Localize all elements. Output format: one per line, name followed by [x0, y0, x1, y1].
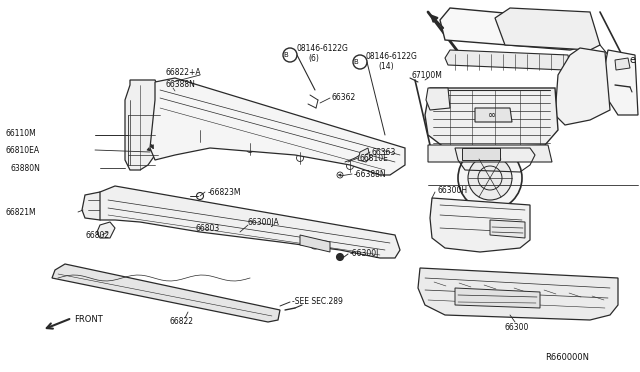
- Polygon shape: [445, 50, 570, 70]
- Text: 66821M: 66821M: [5, 208, 36, 217]
- Polygon shape: [490, 220, 525, 238]
- Polygon shape: [82, 192, 105, 220]
- Text: B: B: [284, 52, 289, 58]
- Text: 66802: 66802: [85, 231, 109, 240]
- Text: 66300: 66300: [505, 324, 529, 333]
- Polygon shape: [300, 235, 330, 252]
- Text: (14): (14): [378, 61, 394, 71]
- Text: 63880N: 63880N: [10, 164, 40, 173]
- Polygon shape: [475, 108, 512, 122]
- Polygon shape: [52, 264, 280, 322]
- Text: B: B: [354, 59, 358, 65]
- Circle shape: [468, 156, 512, 200]
- Polygon shape: [428, 145, 552, 162]
- Circle shape: [337, 253, 344, 260]
- Text: FRONT: FRONT: [74, 315, 103, 324]
- Circle shape: [458, 146, 522, 210]
- Text: (6): (6): [308, 54, 319, 62]
- Polygon shape: [425, 88, 558, 148]
- Polygon shape: [125, 80, 160, 170]
- Text: 66803: 66803: [195, 224, 220, 232]
- Polygon shape: [426, 88, 450, 110]
- Polygon shape: [555, 48, 610, 125]
- Text: 08146-6122G: 08146-6122G: [366, 51, 418, 61]
- Text: 66363: 66363: [372, 148, 396, 157]
- Polygon shape: [100, 186, 400, 258]
- Text: 66388N: 66388N: [165, 80, 195, 89]
- Text: 66822+A: 66822+A: [165, 67, 200, 77]
- Text: R660000N: R660000N: [545, 353, 589, 362]
- Polygon shape: [358, 148, 370, 162]
- Polygon shape: [150, 78, 405, 175]
- Polygon shape: [430, 198, 530, 252]
- Polygon shape: [495, 8, 600, 50]
- Text: 66810E: 66810E: [360, 154, 389, 163]
- Text: e: e: [630, 55, 636, 65]
- Text: 66300H: 66300H: [438, 186, 468, 195]
- Text: 67100M: 67100M: [412, 71, 443, 80]
- Text: -66388N: -66388N: [354, 170, 387, 179]
- Text: -66823M: -66823M: [208, 187, 241, 196]
- Text: -66300J: -66300J: [350, 248, 380, 257]
- Text: 66362: 66362: [332, 93, 356, 102]
- Text: ∞: ∞: [488, 110, 496, 120]
- Polygon shape: [605, 50, 638, 115]
- Polygon shape: [440, 8, 590, 50]
- Polygon shape: [615, 58, 630, 70]
- Text: 66300JA: 66300JA: [248, 218, 280, 227]
- Text: -SEE SEC.289: -SEE SEC.289: [292, 298, 343, 307]
- Text: 66822: 66822: [170, 317, 194, 327]
- Polygon shape: [418, 268, 618, 320]
- Text: 66110M: 66110M: [5, 128, 36, 138]
- Polygon shape: [462, 148, 500, 160]
- Text: 08146-6122G: 08146-6122G: [297, 44, 349, 52]
- Polygon shape: [455, 288, 540, 308]
- Text: 66810EA: 66810EA: [5, 145, 39, 154]
- Polygon shape: [97, 222, 115, 238]
